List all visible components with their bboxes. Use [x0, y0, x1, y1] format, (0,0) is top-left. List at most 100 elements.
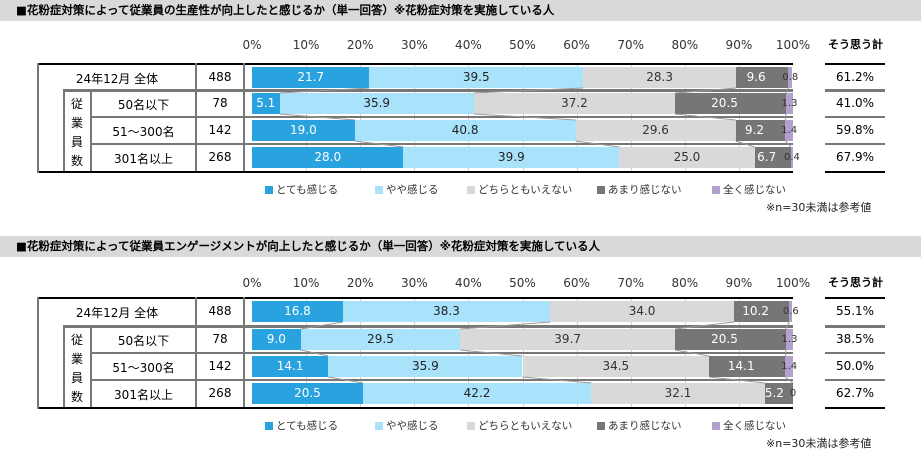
data-label: 1.4 — [781, 361, 798, 372]
col-divider — [195, 297, 197, 407]
row-label: 24年12月 全体 — [75, 306, 159, 320]
legend-item: あまり感じない — [597, 418, 682, 433]
x-tick-label: 60% — [563, 38, 590, 52]
legend-swatch — [712, 421, 720, 430]
legend-item: あまり感じない — [597, 182, 682, 197]
row-label: 301名以上 — [114, 152, 173, 166]
x-tick-label: 20% — [346, 38, 374, 52]
x-tick-label: 50% — [509, 276, 536, 290]
legend-item: どちらともいえない — [467, 418, 572, 433]
bar-segment-not-much: 9.6 — [736, 67, 789, 88]
footnote: ※n=30未満は参考値 — [766, 437, 872, 449]
bar-segment-very: 19.0 — [252, 120, 355, 141]
table-border-bottom — [37, 171, 793, 173]
data-label: 5.2 — [764, 386, 784, 400]
legend-swatch — [375, 185, 383, 194]
group-border — [63, 325, 65, 407]
legend-label: あまり感じない — [608, 184, 682, 196]
row-label: 24年12月 全体 — [75, 72, 159, 86]
data-label: 37.2 — [561, 96, 588, 110]
bar-segment-neutral: 39.7 — [460, 329, 676, 350]
x-tick-label: 70% — [617, 38, 645, 52]
data-label: 16.8 — [284, 304, 311, 318]
x-tick-label: 60% — [563, 276, 590, 290]
data-label: 32.1 — [664, 386, 692, 400]
sum-divider — [825, 89, 885, 92]
sum-divider — [825, 116, 885, 118]
data-label: 20.5 — [711, 332, 738, 346]
row-n: 142 — [208, 123, 232, 137]
sum-border-top — [825, 297, 885, 299]
legend-item: やや感じる — [375, 418, 439, 433]
bar-segment-somewhat: 35.9 — [328, 356, 523, 377]
legend-item: 全く感じない — [712, 182, 786, 197]
x-tick-label: 20% — [346, 276, 374, 290]
row-divider — [90, 379, 793, 381]
data-label: 9.2 — [744, 123, 765, 137]
x-tick-label: 40% — [455, 276, 482, 290]
bar-segment-somewhat: 40.8 — [354, 120, 576, 141]
row-divider — [63, 89, 793, 92]
row-label: 301名以上 — [114, 388, 173, 402]
row-sum: 38.5% — [835, 332, 875, 346]
row-n: 78 — [212, 332, 228, 346]
x-tick-label: 0% — [242, 276, 262, 290]
data-label: 42.2 — [463, 386, 491, 400]
bar-segment-not-much: 10.2 — [734, 301, 790, 322]
row-divider — [90, 352, 793, 354]
data-label: 1.4 — [781, 125, 798, 136]
data-label: 20.5 — [711, 96, 738, 110]
data-label: 39.9 — [498, 150, 525, 164]
legend-label: やや感じる — [386, 420, 439, 432]
data-label: 21.7 — [297, 70, 325, 84]
legend-swatch — [597, 421, 605, 430]
col-divider — [243, 297, 245, 407]
row-label: 50名以下 — [117, 98, 170, 112]
x-tick-label: 30% — [400, 276, 428, 290]
data-label: 40.8 — [451, 123, 479, 137]
bar-segment-neutral: 29.6 — [575, 120, 736, 141]
group-label: 従業員数 — [70, 333, 83, 404]
bar-segment-neutral: 32.1 — [591, 383, 765, 404]
data-label: 0.8 — [782, 72, 799, 83]
bar-segment-not-at-all: 1.3 — [782, 329, 797, 350]
bar-segment-not-at-all: 1.3 — [782, 93, 797, 114]
x-tick-label: 10% — [292, 276, 320, 290]
chart-productivity: ■花粉症対策によって従業員の生産性が向上したと感じるか（単一回答）※花粉症対策を… — [0, 0, 921, 214]
table-border-top — [37, 297, 793, 299]
sum-header: そう思う計 — [828, 276, 883, 289]
row-sum: 41.0% — [835, 96, 875, 110]
bar-segment-neutral: 37.2 — [473, 93, 676, 114]
row-n: 78 — [212, 96, 228, 110]
data-label: 1.3 — [781, 98, 798, 109]
bar-segment-not-much: 6.7 — [754, 147, 791, 168]
bar-segment-neutral: 34.0 — [550, 301, 735, 322]
bar-segment-somewhat: 29.5 — [300, 329, 461, 350]
data-label: 28.0 — [314, 150, 342, 164]
bar-segment-very: 20.5 — [252, 383, 363, 404]
row-sum: 62.7% — [835, 386, 875, 400]
x-tick-label: 80% — [671, 38, 699, 52]
bar-segment-not-at-all: 1.4 — [781, 356, 797, 377]
legend-swatch — [712, 185, 720, 194]
row-sum: 55.1% — [835, 304, 875, 318]
data-label: 14.1 — [276, 359, 304, 373]
bar-segment-neutral: 28.3 — [583, 67, 737, 88]
table-border-left — [37, 297, 39, 409]
bar-segment-very: 5.1 — [252, 93, 280, 114]
data-label: 19.0 — [290, 123, 317, 137]
data-label: 14.1 — [727, 359, 755, 373]
sum-border-top — [825, 63, 885, 65]
row-sum: 59.8% — [835, 123, 875, 137]
row-sum: 61.2% — [835, 70, 875, 84]
legend-label: あまり感じない — [608, 420, 682, 432]
bar-segment-not-at-all: 0.4 — [784, 147, 800, 168]
bar-segment-very: 14.1 — [252, 356, 329, 377]
col-divider — [195, 63, 197, 171]
data-label: 35.9 — [412, 359, 439, 373]
bar-segment-not-much: 20.5 — [675, 329, 786, 350]
bar-segment-not-much: 5.2 — [764, 383, 793, 404]
bar-segment-somewhat: 42.2 — [362, 383, 592, 404]
row-sum: 67.9% — [835, 150, 875, 164]
data-label: 29.6 — [642, 123, 669, 137]
